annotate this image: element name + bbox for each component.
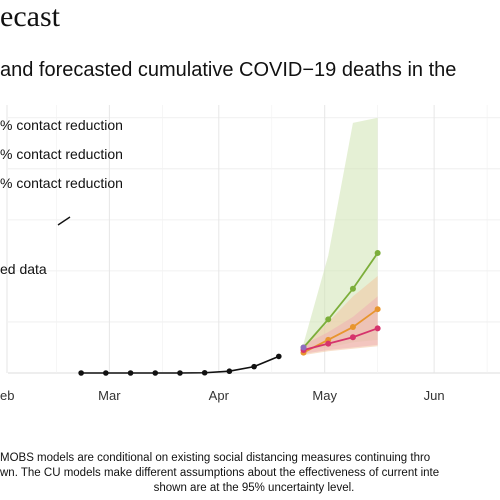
- footnote: MOBS models are conditional on existing …: [0, 451, 500, 496]
- x-tick-label: eb: [0, 388, 14, 403]
- series-line-1: [302, 252, 379, 349]
- footnote-line-3: shown are at the 95% uncertainty level.: [153, 482, 355, 494]
- observed-point: [177, 370, 183, 376]
- observed-point: [152, 370, 159, 376]
- x-axis-ticks: eb Mar Apr May Jun: [0, 388, 445, 403]
- chart-legend: % contact reduction % contact reduction % …: [0, 117, 123, 277]
- series-1-point: [374, 250, 381, 257]
- legend-observed-line-key: [57, 216, 71, 226]
- observed-point: [226, 368, 233, 375]
- x-tick-label: Jun: [424, 388, 445, 403]
- footnote-line-1: MOBS models are conditional on existing …: [0, 452, 431, 464]
- chart-subtitle: and forecasted cumulative COVID−19 death…: [0, 59, 457, 81]
- footnote-line-2: wn. The CU models make different assumpt…: [0, 467, 440, 479]
- series-3-point: [349, 334, 356, 341]
- x-tick-label: May: [312, 388, 337, 403]
- x-tick-label: Mar: [98, 388, 121, 403]
- series-line-3: [303, 327, 378, 351]
- legend-entry-1-label: % contact reduction: [0, 117, 123, 133]
- observed-point: [276, 353, 282, 360]
- series-3-point: [325, 340, 332, 347]
- series-1-point: [349, 285, 356, 292]
- observed-point: [201, 369, 208, 376]
- observed-point: [103, 370, 109, 376]
- page-title: ecast: [0, 0, 60, 33]
- series-4-point: [300, 344, 307, 351]
- uncertainty-bands: [303, 117, 378, 356]
- observed-point: [78, 370, 84, 376]
- uncertainty-band-3: [303, 296, 378, 354]
- chart-grid: [6, 105, 500, 374]
- legend-entry-3-label: % contact reduction: [0, 175, 123, 191]
- observed-point: [127, 370, 134, 376]
- series-3-point: [374, 325, 381, 332]
- legend-entry-2-label: % contact reduction: [0, 146, 123, 162]
- observed-point: [251, 363, 257, 370]
- forecast-chart: % contact reduction % contact reduction % …: [0, 105, 500, 403]
- legend-entry-observed-label: ed data: [0, 261, 47, 277]
- series-2-point: [374, 306, 381, 313]
- series-1-point: [325, 316, 332, 323]
- series-2-point: [349, 324, 356, 331]
- series-points: [78, 250, 381, 376]
- x-tick-label: Apr: [209, 388, 230, 403]
